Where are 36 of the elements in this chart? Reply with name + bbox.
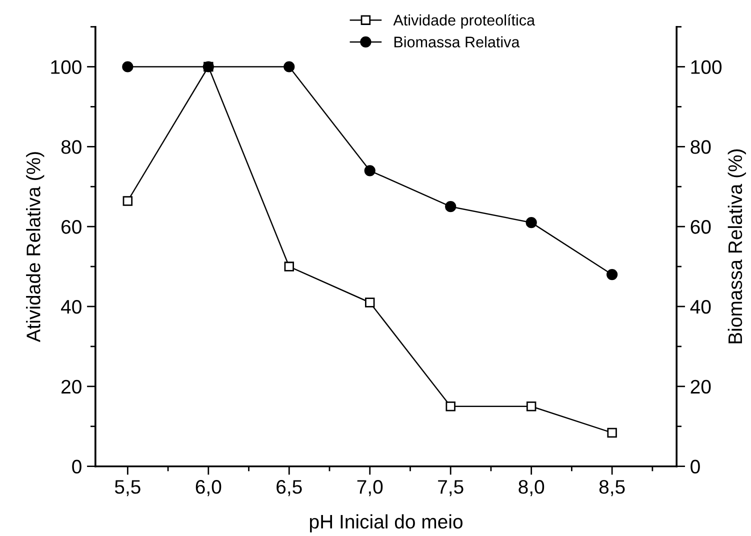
point bbox=[526, 217, 537, 228]
point bbox=[607, 428, 617, 438]
y-axis-title: Atividade Relativa (%) bbox=[26, 152, 44, 342]
point bbox=[284, 61, 295, 72]
y-tick-label: 40 bbox=[61, 300, 82, 314]
x-tick-label: 8,0 bbox=[518, 480, 544, 496]
point bbox=[122, 196, 133, 206]
y-tick-label: 100 bbox=[51, 60, 82, 74]
x-tick-label: 7,5 bbox=[438, 480, 464, 496]
y-tick-label: 80 bbox=[61, 140, 82, 154]
point bbox=[365, 298, 375, 308]
x-axis-title: pH Inicial do meio bbox=[310, 514, 462, 532]
y-tick-label: 60 bbox=[62, 220, 82, 234]
point bbox=[284, 262, 294, 272]
legend-label: Biomassa Relativa bbox=[394, 36, 520, 48]
point bbox=[364, 165, 376, 176]
point bbox=[606, 268, 618, 280]
y2-tick-label: 100 bbox=[691, 60, 722, 74]
point bbox=[446, 402, 456, 412]
x-tick-label: 6,5 bbox=[276, 480, 302, 496]
y2-tick-label: 0 bbox=[690, 460, 700, 474]
point bbox=[445, 201, 456, 212]
legend-label: Atividade proteolítica bbox=[393, 14, 536, 29]
y2-tick-label: 80 bbox=[690, 140, 711, 154]
x-tick-label: 5,5 bbox=[114, 480, 140, 496]
point bbox=[122, 61, 134, 72]
x-tick-label: 8,5 bbox=[599, 480, 625, 496]
y-tick-label: 0 bbox=[72, 460, 82, 474]
x-tick-label: 6,0 bbox=[196, 480, 222, 496]
y2-axis-title: Biomassa Relativa (%) bbox=[728, 149, 746, 344]
y2-tick-label: 60 bbox=[690, 220, 711, 234]
y-tick-label: 20 bbox=[62, 380, 82, 394]
x-tick-label: 7,0 bbox=[357, 480, 383, 496]
y2-tick-label: 40 bbox=[690, 300, 711, 314]
y2-tick-label: 20 bbox=[690, 380, 711, 394]
point bbox=[526, 402, 536, 412]
